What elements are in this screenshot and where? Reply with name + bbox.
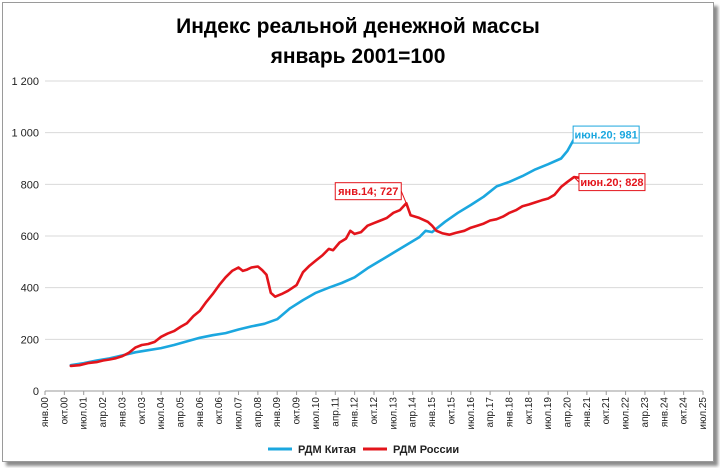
chart-title: Индекс реальной денежной массы <box>176 15 540 38</box>
x-tick-label: янв.03 <box>117 397 128 428</box>
y-tick-label: 800 <box>21 179 39 191</box>
series-line <box>69 175 582 368</box>
callout-leader <box>573 176 580 183</box>
chart-subtitle: январь 2001=100 <box>270 45 446 68</box>
x-tick-label: июл.19 <box>543 397 554 430</box>
x-tick-label: окт.24 <box>679 397 690 425</box>
x-tick-label: окт.12 <box>369 397 380 425</box>
y-tick-label: 0 <box>33 386 39 398</box>
x-tick-label: июл.25 <box>698 397 709 430</box>
x-tick-label: окт.21 <box>601 397 612 425</box>
x-tick-label: янв.18 <box>504 397 515 428</box>
x-tick-label: окт.15 <box>446 397 457 425</box>
annotations: июн.20; 981 июн.20; 828 янв.14; 727 <box>334 125 646 204</box>
x-tick-label: окт.18 <box>524 397 535 425</box>
callout-label: янв.14; 727 <box>338 186 398 198</box>
x-tick-label: апр.23 <box>640 397 651 428</box>
x-tick-label: июл.04 <box>156 397 167 430</box>
x-tick-label: окт.03 <box>137 397 148 425</box>
x-tick-label: апр.02 <box>98 397 109 428</box>
x-tick-label: янв.21 <box>582 397 593 428</box>
line-chart: Индекс реальной денежной массы январь 20… <box>11 15 709 456</box>
x-tick-label: окт.09 <box>292 397 303 425</box>
x-tick-label: июл.22 <box>621 397 632 430</box>
legend-label: РДМ Китая <box>298 444 356 456</box>
x-tick-label: апр.14 <box>408 397 419 428</box>
x-tick-label: апр.20 <box>563 397 574 428</box>
x-tick-label: июл.10 <box>311 397 322 430</box>
callout-label: июн.20; 981 <box>575 130 638 142</box>
legend-label: РДМ России <box>393 444 459 456</box>
x-tick-label: апр.08 <box>253 397 264 428</box>
x-tick-label: июл.13 <box>388 397 399 430</box>
callout-box <box>334 182 402 201</box>
x-tick-label: окт.00 <box>59 397 70 425</box>
x-tick-label: янв.06 <box>195 397 206 428</box>
x-tick-label: июл.16 <box>466 397 477 430</box>
x-tick-label: янв.12 <box>350 397 361 428</box>
legend: РДМ Китая РДМ России <box>268 444 459 456</box>
callout-leader <box>400 190 407 204</box>
x-tick-label: янв.24 <box>659 397 670 428</box>
x-tick-label: апр.05 <box>175 397 186 428</box>
series-lines <box>69 136 582 368</box>
callout-box <box>578 173 646 192</box>
x-tick-label: апр.11 <box>330 397 341 427</box>
y-tick-label: 1 200 <box>11 76 39 88</box>
x-tick-label: янв.00 <box>40 397 51 428</box>
y-tick-label: 200 <box>21 334 39 346</box>
y-tick-label: 600 <box>21 231 39 243</box>
callout-label: июн.20; 828 <box>580 177 643 189</box>
x-tick-label: янв.09 <box>272 397 283 428</box>
y-axis-ticks: 0 200 400 600 800 1 000 1 200 <box>11 76 39 398</box>
x-tick-label: апр.17 <box>485 397 496 428</box>
x-tick-label: июл.07 <box>234 397 245 430</box>
y-tick-label: 400 <box>21 283 39 295</box>
callout-box <box>572 125 640 144</box>
x-tick-label: янв.15 <box>427 397 438 428</box>
x-tick-label: окт.06 <box>214 397 225 425</box>
x-tick-label: июл.01 <box>79 397 90 430</box>
chart-frame: Индекс реальной денежной массы январь 20… <box>2 2 714 462</box>
y-tick-label: 1 000 <box>11 128 39 140</box>
series-line <box>69 136 578 367</box>
x-axis-ticks: янв.00 окт.00 июл.01 апр.02 янв.03 окт.03 июл.… <box>40 391 709 430</box>
